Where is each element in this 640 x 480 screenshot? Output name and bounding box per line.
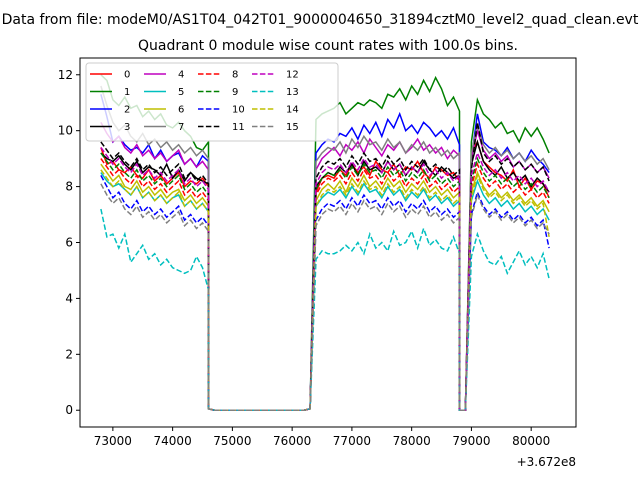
y-tick-label: 10 — [58, 124, 73, 138]
legend-label-2: 2 — [124, 105, 130, 116]
legend-label-3: 3 — [124, 122, 130, 133]
series-line-6 — [100, 163, 550, 411]
x-tick-label: 74000 — [154, 434, 192, 448]
y-axis: 0 2 4 6 8 10 12 — [58, 68, 80, 417]
legend-label-6: 6 — [178, 105, 184, 116]
legend-label-15: 15 — [286, 122, 299, 133]
series-line-11 — [100, 122, 550, 411]
x-offset-label: +3.672e8 — [517, 455, 576, 469]
y-tick-label: 6 — [65, 236, 73, 250]
series-line-15 — [100, 183, 550, 411]
x-axis: 73000 74000 75000 76000 77000 78000 79000 80000 — [94, 427, 550, 448]
legend-label-1: 1 — [124, 87, 130, 98]
chart-title: Quadrant 0 module wise count rates with … — [138, 38, 518, 54]
series-line-14 — [100, 169, 550, 411]
y-tick-label: 4 — [65, 291, 73, 305]
series-line-7 — [100, 85, 550, 411]
legend-box — [85, 62, 339, 142]
legend-label-12: 12 — [286, 70, 299, 81]
y-tick-label: 8 — [65, 180, 73, 194]
x-tick-label: 73000 — [94, 434, 132, 448]
series-line-13 — [100, 208, 550, 411]
figure-suptitle: Data from file: modeM0/AS1T04_042T01_900… — [2, 12, 639, 28]
legend-label-13: 13 — [286, 87, 299, 98]
x-tick-label: 76000 — [273, 434, 311, 448]
legend-label-9: 9 — [232, 87, 238, 98]
series-line-12 — [100, 147, 550, 411]
series-line-8 — [100, 158, 550, 411]
legend-label-14: 14 — [286, 105, 299, 116]
y-tick-label: 0 — [65, 403, 73, 417]
legend-label-5: 5 — [178, 87, 184, 98]
y-tick-label: 2 — [65, 347, 73, 361]
y-tick-label: 12 — [58, 68, 73, 82]
series-line-4 — [100, 121, 550, 411]
series-layer — [100, 74, 550, 411]
legend-label-11: 11 — [232, 122, 245, 133]
x-tick-label: 77000 — [333, 434, 371, 448]
series-line-9 — [100, 152, 550, 411]
legend-label-10: 10 — [232, 105, 245, 116]
x-tick-label: 78000 — [393, 434, 431, 448]
series-line-5 — [100, 172, 550, 411]
series-line-10 — [100, 175, 550, 411]
x-tick-label: 75000 — [213, 434, 251, 448]
x-tick-label: 80000 — [512, 434, 550, 448]
legend-label-7: 7 — [178, 122, 184, 133]
legend-label-8: 8 — [232, 70, 238, 81]
legend-label-4: 4 — [178, 70, 184, 81]
legend-label-0: 0 — [124, 70, 130, 81]
x-tick-label: 79000 — [452, 434, 490, 448]
